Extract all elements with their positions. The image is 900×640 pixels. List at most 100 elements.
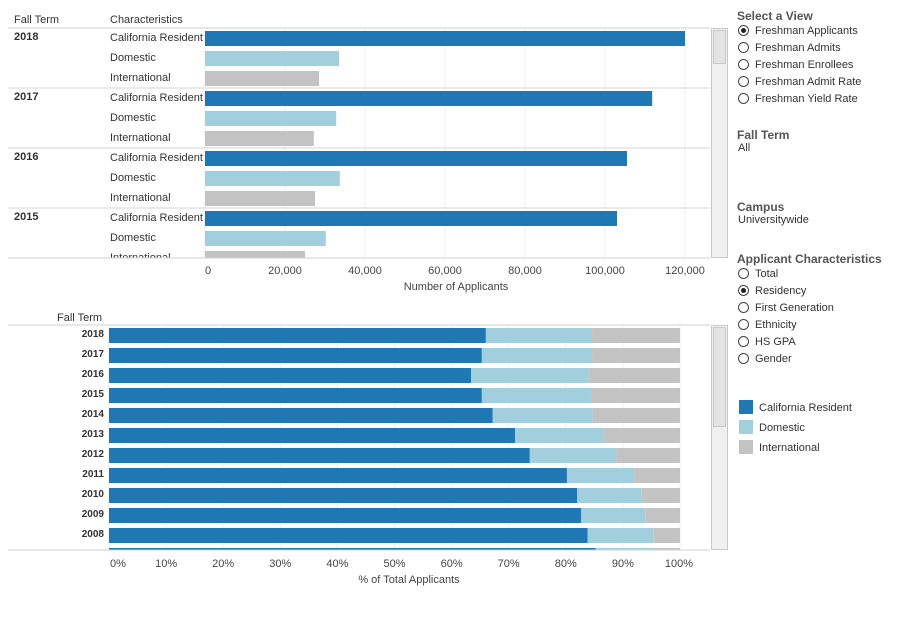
stack-2011-international[interactable] (634, 468, 680, 483)
bottom-x-tick-label: 60% (441, 558, 463, 570)
bar-2018-california-resident[interactable] (205, 31, 685, 46)
stack-2009-domestic[interactable] (581, 508, 646, 523)
bottom-scrollbar[interactable] (711, 325, 728, 550)
stack-2016-international[interactable] (588, 368, 680, 383)
stack-2013-international[interactable] (604, 428, 680, 443)
radio-freshman-enrollees[interactable]: Freshman Enrollees (738, 59, 853, 71)
stack-2015-california-resident[interactable] (109, 388, 482, 403)
bar-2016-international[interactable] (205, 191, 315, 206)
bar-2018-domestic[interactable] (205, 51, 339, 66)
radio-unselected-icon[interactable] (738, 42, 749, 53)
bar-2016-domestic[interactable] (205, 171, 340, 186)
stack-2014-california-resident[interactable] (109, 408, 493, 423)
top-bar-chart: 0 20,000 40,000 60,000 80,000 100,000 120,000 N… (8, 27, 710, 293)
bar-2015-international[interactable] (205, 251, 305, 266)
stack-2015-international[interactable] (590, 388, 680, 403)
legend-item-domestic[interactable]: Domestic (739, 420, 805, 434)
stack-2012-international[interactable] (616, 448, 680, 463)
top-x-tick-label: 20,000 (268, 265, 302, 277)
radio-residency[interactable]: Residency (738, 285, 806, 297)
stack-2008-international[interactable] (653, 528, 680, 543)
stack-2008-domestic[interactable] (587, 528, 654, 543)
radio-total[interactable]: Total (738, 268, 778, 280)
stack-2016-california-resident[interactable] (109, 368, 472, 383)
stack-2013-california-resident[interactable] (109, 428, 515, 443)
radio-first-generation[interactable]: First Generation (738, 302, 834, 314)
radio-hs-gpa[interactable]: HS GPA (738, 336, 796, 348)
radio-unselected-icon[interactable] (738, 93, 749, 104)
legend-swatch (739, 400, 753, 414)
stack-2009-california-resident[interactable] (109, 508, 582, 523)
stack-2015-domestic[interactable] (481, 388, 591, 403)
top-characteristic-label: Domestic (110, 232, 156, 244)
radio-selected-icon[interactable] (738, 25, 749, 36)
bar-2017-international[interactable] (205, 131, 314, 146)
top-characteristic-label: Domestic (110, 172, 156, 184)
radio-freshman-admits[interactable]: Freshman Admits (738, 42, 841, 54)
stack-2008-california-resident[interactable] (109, 528, 588, 543)
stack-2010-international[interactable] (641, 488, 680, 503)
bar-2015-california-resident[interactable] (205, 211, 617, 226)
stack-2018-domestic[interactable] (485, 328, 593, 343)
bottom-x-tick-label: 10% (155, 558, 177, 570)
stack-2018-california-resident[interactable] (109, 328, 486, 343)
bar-2015-domestic[interactable] (205, 231, 326, 246)
radio-label: Ethnicity (755, 319, 797, 331)
radio-freshman-applicants[interactable]: Freshman Applicants (738, 25, 858, 37)
radio-label: HS GPA (755, 336, 796, 348)
top-scrollbar-thumb[interactable] (713, 30, 726, 64)
stack-2018-international[interactable] (592, 328, 680, 343)
bar-2017-domestic[interactable] (205, 111, 337, 126)
radio-freshman-yield-rate[interactable]: Freshman Yield Rate (738, 93, 858, 105)
fall-term-filter-value[interactable]: All (738, 142, 751, 154)
bar-2017-california-resident[interactable] (205, 91, 653, 106)
stack-2012-domestic[interactable] (529, 448, 617, 463)
radio-unselected-icon[interactable] (738, 76, 749, 87)
top-characteristic-label: California Resident (110, 152, 203, 164)
radio-label: Gender (755, 353, 792, 365)
stack-2013-domestic[interactable] (514, 428, 605, 443)
stack-2017-domestic[interactable] (481, 348, 593, 363)
legend-item-international[interactable]: International (739, 440, 820, 454)
legend-label: Domestic (759, 422, 805, 434)
bottom-x-tick-label: 100% (665, 558, 693, 570)
stack-2007-domestic[interactable] (595, 548, 653, 563)
stack-2011-domestic[interactable] (566, 468, 635, 483)
radio-freshman-admit-rate[interactable]: Freshman Admit Rate (738, 76, 861, 88)
top-scrollbar[interactable] (711, 28, 728, 258)
top-header-characteristics: Characteristics (110, 14, 183, 26)
radio-selected-icon[interactable] (738, 285, 749, 296)
stack-2017-california-resident[interactable] (109, 348, 482, 363)
stack-2017-international[interactable] (592, 348, 680, 363)
stack-2009-international[interactable] (645, 508, 680, 523)
radio-ethnicity[interactable]: Ethnicity (738, 319, 797, 331)
select-view-title: Select a View (737, 9, 813, 23)
stack-2014-domestic[interactable] (492, 408, 593, 423)
top-characteristic-label: Domestic (110, 112, 156, 124)
bottom-term-label: 2017 (81, 349, 104, 360)
legend-item-california-resident[interactable]: California Resident (739, 400, 852, 414)
radio-gender[interactable]: Gender (738, 353, 792, 365)
bottom-term-label: 2009 (81, 509, 104, 520)
stack-2016-domestic[interactable] (471, 368, 589, 383)
stack-2007-international[interactable] (652, 548, 680, 563)
bar-2018-international[interactable] (205, 71, 319, 86)
radio-unselected-icon[interactable] (738, 353, 749, 364)
campus-filter-value[interactable]: Universitywide (738, 214, 809, 226)
stack-2010-california-resident[interactable] (109, 488, 578, 503)
radio-unselected-icon[interactable] (738, 302, 749, 313)
bottom-x-tick-label: 30% (269, 558, 291, 570)
stack-2012-california-resident[interactable] (109, 448, 530, 463)
stack-2010-domestic[interactable] (577, 488, 642, 503)
stack-2014-international[interactable] (592, 408, 680, 423)
stack-2007-california-resident[interactable] (109, 548, 596, 563)
radio-unselected-icon[interactable] (738, 268, 749, 279)
bottom-scrollbar-thumb[interactable] (713, 327, 726, 427)
top-x-tick-label: 120,000 (665, 265, 705, 277)
bar-2016-california-resident[interactable] (205, 151, 627, 166)
campus-filter-title: Campus (737, 200, 785, 214)
stack-2011-california-resident[interactable] (109, 468, 567, 483)
radio-unselected-icon[interactable] (738, 59, 749, 70)
radio-unselected-icon[interactable] (738, 336, 749, 347)
radio-unselected-icon[interactable] (738, 319, 749, 330)
